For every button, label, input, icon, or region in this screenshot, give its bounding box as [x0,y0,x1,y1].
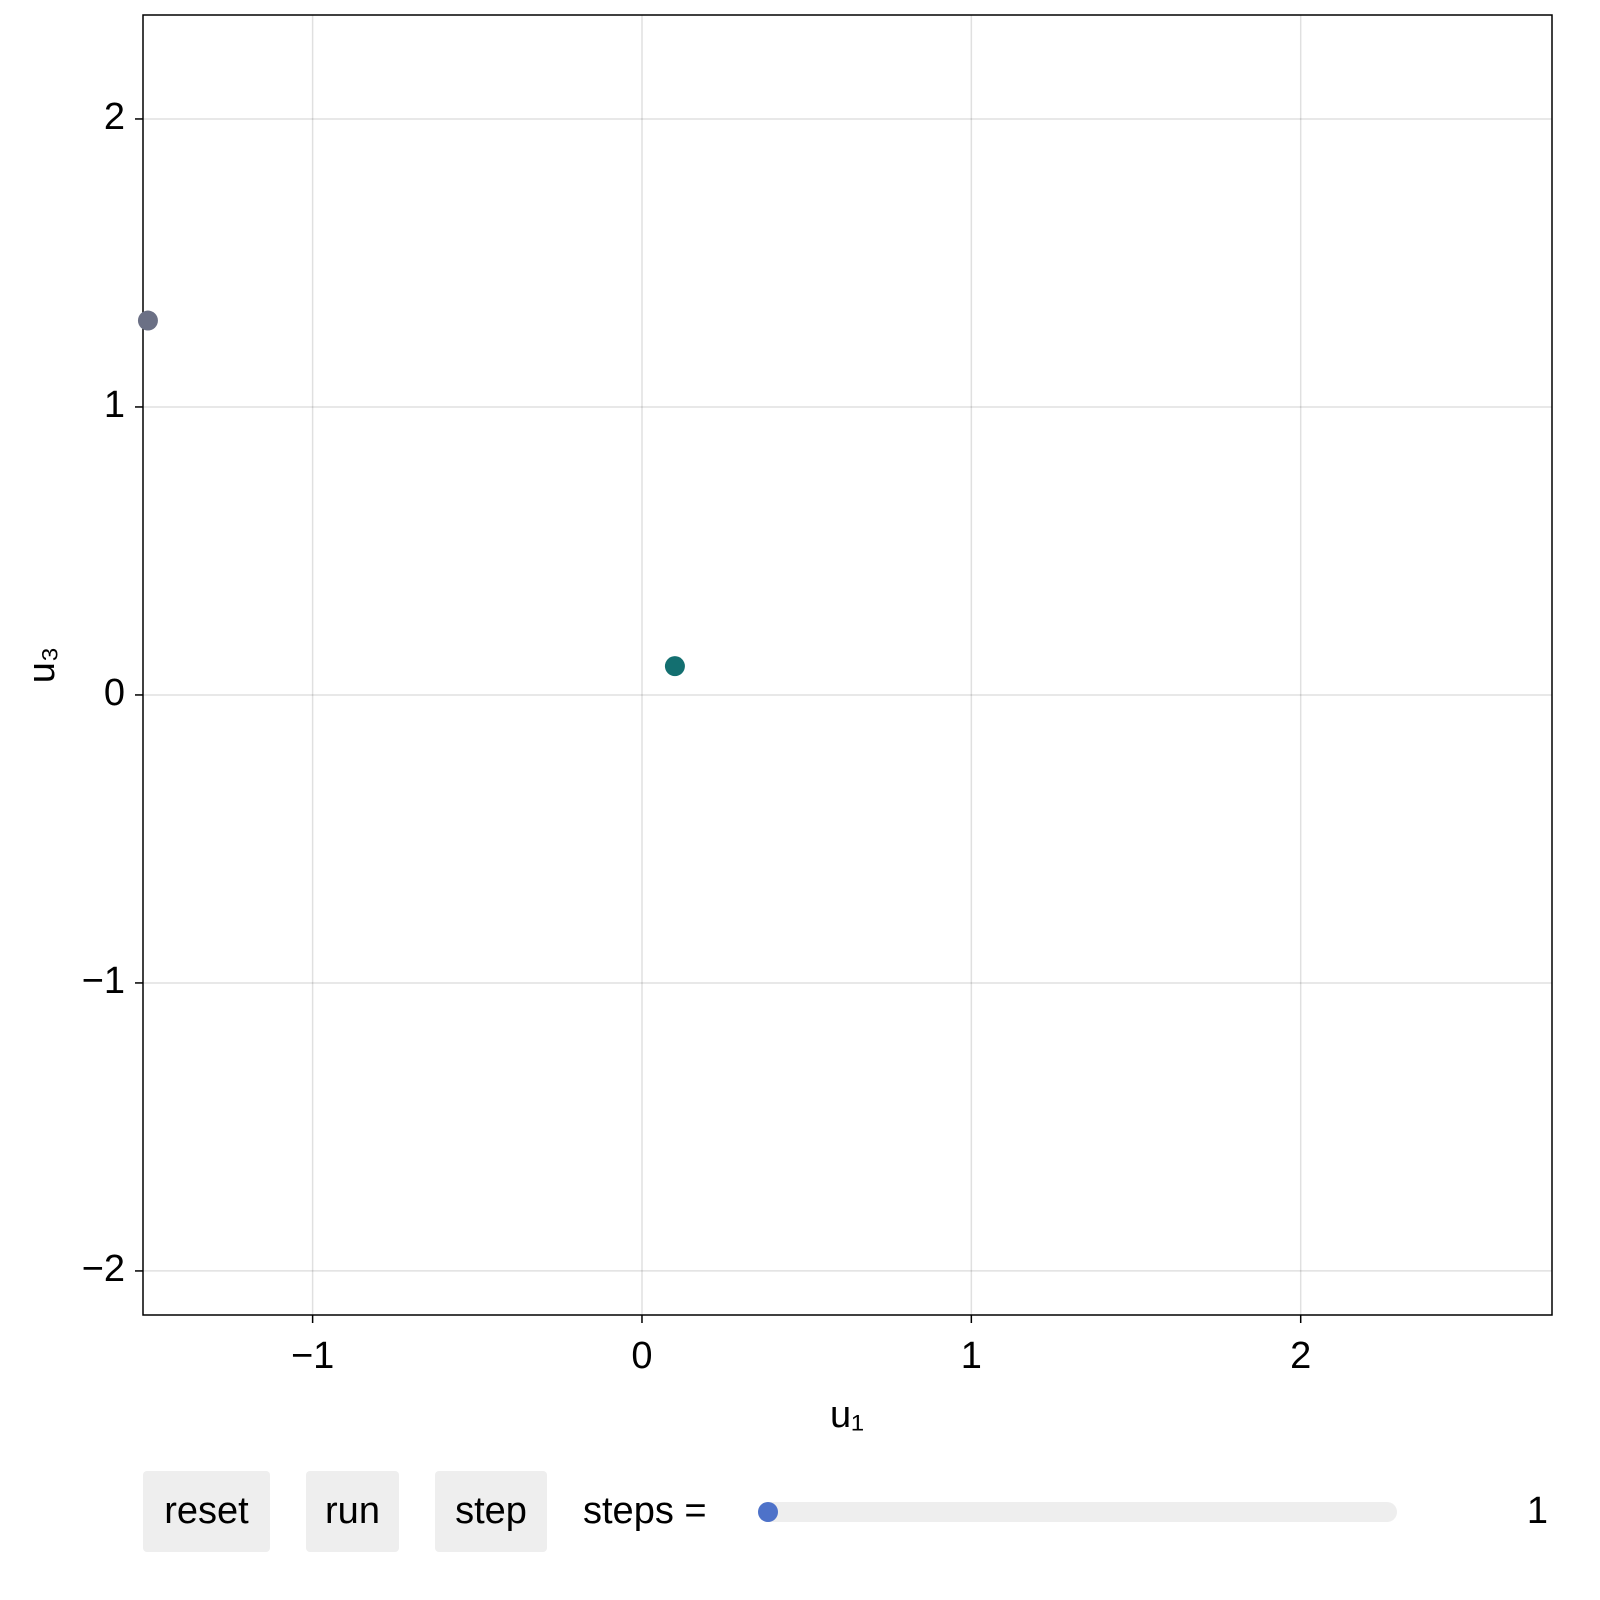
button[interactable] [435,1471,547,1552]
plot-area [143,15,1552,1315]
slider-knob[interactable] [758,1502,778,1522]
x-tick-label: 1 [961,1335,982,1377]
x-axis-label: u₁ [830,1394,864,1436]
slider-label: steps = [583,1490,707,1532]
x-tick-label: 2 [1290,1335,1311,1377]
x-tick-label: 0 [631,1335,652,1377]
y-tick-label: 0 [104,672,125,714]
button[interactable] [143,1471,270,1552]
plot-frame [142,14,1553,1316]
y-tick-label: −2 [82,1248,125,1290]
y-tick-label: 1 [104,384,125,426]
y-tick-label: −1 [82,960,125,1002]
point [664,656,685,677]
button[interactable] [306,1471,399,1552]
y-axis-label: u₃ [21,647,63,684]
point [137,310,158,331]
slider-value: 1 [1527,1490,1548,1532]
x-tick-label: −1 [291,1335,334,1377]
y-tick-label: 2 [104,96,125,138]
slider-track[interactable] [758,1502,1397,1522]
